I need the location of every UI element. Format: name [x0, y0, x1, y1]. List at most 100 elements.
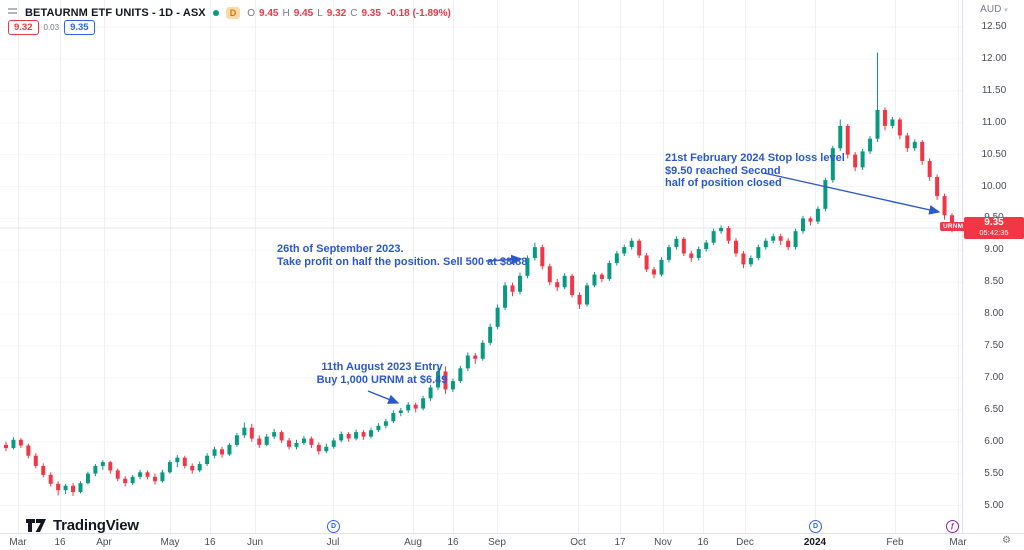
candle-body — [555, 282, 560, 288]
candle-body — [383, 421, 388, 426]
event-marker-icon[interactable]: ƒ — [946, 520, 959, 533]
candle-body — [33, 455, 38, 466]
chart-menu-icon[interactable] — [8, 4, 18, 22]
ohlc-values: O 9.45 H 9.45 L 9.32 C 9.35 -0.18 (-1.89%) — [247, 7, 451, 19]
candle-body — [287, 440, 292, 447]
candle-body — [473, 355, 478, 359]
sell-button[interactable]: 9.32 — [8, 20, 39, 35]
price-tick-label: 11.50 — [981, 84, 1007, 96]
candle-body — [905, 135, 910, 149]
candle-body — [138, 472, 143, 477]
time-tick-label: 16 — [204, 537, 216, 548]
price-change: -0.18 (-1.89%) — [386, 7, 451, 19]
candle-body — [510, 285, 515, 292]
price-axis[interactable]: AUD▾ 12.5012.0011.5011.0010.5010.009.509… — [962, 0, 1024, 533]
price-tick-label: 7.50 — [984, 340, 1004, 351]
candle-body — [614, 253, 619, 264]
candle-body — [495, 307, 500, 327]
candle-body — [935, 176, 940, 197]
candle-body — [78, 483, 83, 493]
candle-body — [607, 263, 612, 280]
tradingview-logo[interactable]: TradingView — [26, 517, 139, 534]
candle-body — [220, 449, 225, 455]
price-tick-label: 6.50 — [984, 403, 1004, 415]
candle-body — [853, 154, 858, 168]
candle-body — [339, 434, 344, 441]
candle-body — [316, 444, 321, 452]
candle-body — [376, 425, 381, 431]
time-tick-label: May — [160, 537, 180, 548]
annotation-arrow — [485, 254, 523, 265]
candle-body — [704, 242, 709, 250]
symbol-title[interactable]: BETAURNM ETF UNITS - 1D - ASX — [25, 7, 206, 19]
candle-body — [48, 474, 53, 484]
bar-countdown: 05:42:35 — [979, 228, 1009, 237]
candle-body — [175, 457, 180, 463]
candle-body — [897, 119, 902, 136]
tradingview-mark-icon — [26, 519, 46, 532]
price-tick-label: 5.50 — [984, 467, 1004, 479]
candle-body — [592, 274, 597, 286]
candle-body — [532, 247, 537, 258]
axis-settings-gear-icon[interactable]: ⚙ — [1002, 535, 1011, 546]
time-tick-label: 2024 — [803, 537, 827, 548]
trade-buttons: 9.32 0.03 9.35 — [8, 20, 95, 35]
price-tick-label: 11.00 — [981, 116, 1007, 128]
candle-body — [666, 247, 671, 260]
candle-body — [920, 141, 925, 161]
candle-body — [622, 247, 627, 254]
event-marker-icon[interactable]: D — [327, 520, 340, 533]
currency-label: AUD ▾ — [980, 4, 1008, 15]
candle-body — [741, 253, 746, 265]
price-tick-label: 12.00 — [981, 52, 1007, 64]
candle-body — [503, 285, 508, 308]
candle-body — [547, 266, 552, 283]
candle-body — [361, 432, 366, 437]
price-tick-label: 12.50 — [981, 21, 1007, 32]
candle-body — [778, 236, 783, 241]
time-axis[interactable]: Mar 16 Apr May 16 Jun Jul Aug 16 Sep Oct 17 Nov 16 Dec… — [0, 533, 1024, 550]
candle-body — [421, 398, 426, 409]
spread-value: 0.03 — [43, 23, 60, 32]
candle-body — [182, 457, 187, 466]
candle-body — [942, 196, 947, 216]
candlestick-chart-canvas[interactable] — [0, 0, 962, 533]
candle-body — [331, 440, 336, 447]
candle-body — [719, 227, 724, 232]
candle-body — [652, 269, 657, 275]
candle-body — [301, 438, 306, 443]
time-tick-label: 16 — [447, 537, 459, 548]
time-tick-label: 16 — [697, 537, 709, 548]
time-tick-label: 17 — [614, 537, 626, 548]
timeframe-badge[interactable]: D — [225, 7, 241, 19]
price-tick-label: 8.50 — [984, 276, 1004, 288]
candle-body — [696, 249, 701, 258]
candle-body — [845, 125, 850, 155]
candle-body — [205, 455, 210, 465]
time-tick-label: 16 — [54, 537, 66, 548]
time-tick-label: Dec — [736, 537, 754, 548]
price-tick-label: 10.00 — [981, 180, 1007, 192]
candle-body — [391, 412, 396, 422]
time-tick-label: Mar — [9, 537, 27, 548]
candle-body — [56, 483, 61, 491]
candle-body — [450, 381, 455, 390]
time-tick-label: Feb — [886, 537, 904, 548]
candle-body — [868, 138, 873, 152]
candle-body — [130, 476, 135, 484]
candle-body — [152, 476, 157, 482]
candle-body — [830, 148, 835, 181]
buy-button[interactable]: 9.35 — [64, 20, 95, 35]
chevron-down-icon: ▾ — [1004, 7, 1008, 14]
candle-body — [443, 371, 448, 390]
price-tick-label: 5.00 — [984, 499, 1004, 511]
event-marker-icon[interactable]: D — [809, 520, 822, 533]
candle-body — [882, 109, 887, 126]
candle-body — [875, 109, 880, 139]
tradingview-wordmark: TradingView — [53, 517, 139, 534]
candle-body — [18, 439, 23, 446]
time-tick-label: Aug — [404, 537, 422, 548]
candle-body — [637, 240, 642, 256]
candle-body — [197, 464, 202, 471]
time-tick-label: Jul — [326, 537, 340, 548]
